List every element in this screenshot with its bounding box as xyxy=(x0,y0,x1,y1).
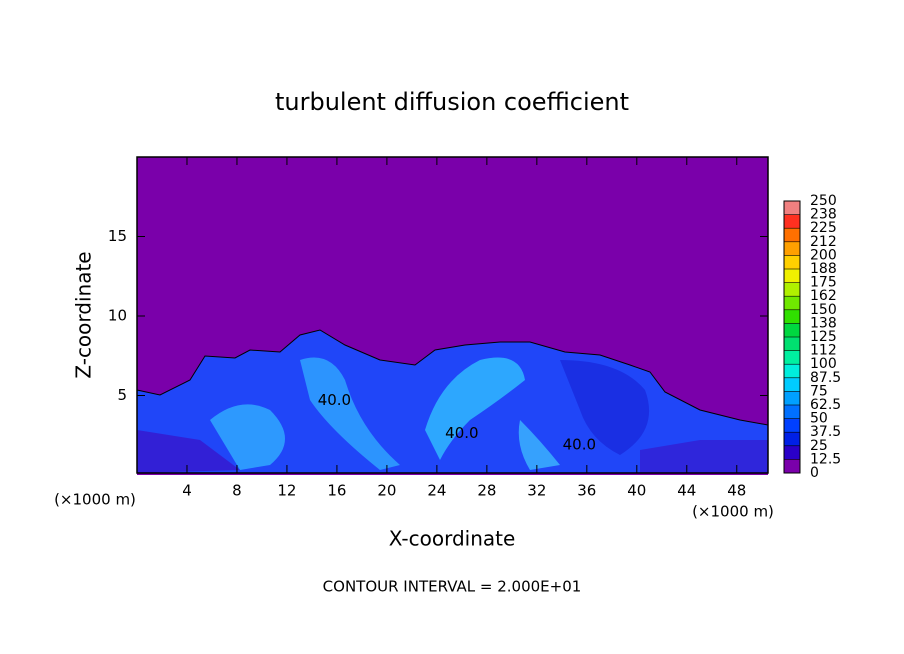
y-tick-label: 10 xyxy=(108,307,127,325)
colorbar-label: 188 xyxy=(810,261,837,277)
field-streak xyxy=(518,420,560,470)
colorbar-label: 238 xyxy=(810,207,837,223)
colorbar-label: 37.5 xyxy=(810,424,841,440)
footer: CONTOUR INTERVAL = 2.000E+01 xyxy=(323,578,582,596)
colorbar-label: 62.5 xyxy=(810,397,841,413)
y-tick-label: 5 xyxy=(117,386,127,404)
colorbar-segment xyxy=(784,282,800,297)
x-tick-label: 20 xyxy=(377,482,396,500)
field-streak xyxy=(425,357,525,460)
x-unit: (×1000 m) xyxy=(692,503,774,521)
colorbar-segment xyxy=(784,337,800,351)
colorbar-label: 162 xyxy=(810,288,837,304)
colorbar-segment xyxy=(784,405,800,419)
plot-frame xyxy=(136,156,769,474)
y-axis-label: Z-coordinate xyxy=(72,251,96,378)
colorbar-label: 87.5 xyxy=(810,370,841,386)
colorbar-segment xyxy=(784,377,800,392)
x-tick-label: 28 xyxy=(477,482,496,500)
field-low xyxy=(137,430,240,473)
colorbar-label: 212 xyxy=(810,234,837,250)
colorbar-segment xyxy=(784,323,800,337)
colorbar-label: 175 xyxy=(810,275,837,291)
colorbar-segment xyxy=(784,445,800,460)
colorbar-segment xyxy=(784,255,800,269)
field-streak xyxy=(300,357,400,470)
colorbar-label: 125 xyxy=(810,329,837,345)
colorbar-segment xyxy=(784,296,800,310)
colorbar-segment xyxy=(784,269,800,283)
x-tick-label: 24 xyxy=(427,482,446,500)
colorbar-label: 12.5 xyxy=(810,451,841,467)
colorbar-segment xyxy=(784,391,800,405)
colorbar-segment xyxy=(784,241,800,256)
colorbar-segment xyxy=(784,432,800,446)
colorbar-label: 250 xyxy=(810,193,837,209)
field-streak xyxy=(210,404,285,470)
x-tick-label: 4 xyxy=(182,482,192,500)
colorbar-segment xyxy=(784,459,800,473)
x-tick-label: 8 xyxy=(232,482,242,500)
x-unit: (×1000 m) xyxy=(54,491,136,509)
colorbar-label: 138 xyxy=(810,315,837,331)
colorbar-label: 0 xyxy=(810,465,819,481)
colorbar-label: 75 xyxy=(810,383,828,399)
colorbar-segment xyxy=(784,309,800,324)
colorbar-segment xyxy=(784,201,800,215)
colorbar-segment xyxy=(784,228,800,242)
colorbar-label: 200 xyxy=(810,247,837,263)
x-tick-label: 16 xyxy=(327,482,346,500)
colorbar-label: 112 xyxy=(810,343,837,359)
chart-title: turbulent diffusion coefficient xyxy=(275,88,629,116)
x-tick-label: 32 xyxy=(527,482,546,500)
x-tick-label: 12 xyxy=(277,482,296,500)
y-tick-label: 15 xyxy=(108,227,127,245)
colorbar-segment xyxy=(784,214,800,229)
x-tick-label: 36 xyxy=(577,482,596,500)
colorbar-segment xyxy=(784,418,800,433)
colorbar-segment xyxy=(784,364,800,378)
contour-label: 40.0 xyxy=(563,435,596,453)
colorbar-label: 50 xyxy=(810,411,828,427)
contour-label: 40.0 xyxy=(445,424,478,442)
x-tick-label: 48 xyxy=(727,482,746,500)
colorbar-label: 25 xyxy=(810,438,828,454)
x-tick-label: 40 xyxy=(627,482,646,500)
contour-label: 40.0 xyxy=(318,391,351,409)
colorbar-label: 225 xyxy=(810,220,837,236)
x-tick-label: 44 xyxy=(677,482,696,500)
field-streak xyxy=(560,360,650,455)
colorbar-label: 100 xyxy=(810,356,837,372)
field-shapes xyxy=(136,329,769,474)
x-axis-label: X-coordinate xyxy=(389,527,516,551)
colorbar-segment xyxy=(784,350,800,365)
colorbar-label: 150 xyxy=(810,302,837,318)
field-low xyxy=(640,440,768,473)
